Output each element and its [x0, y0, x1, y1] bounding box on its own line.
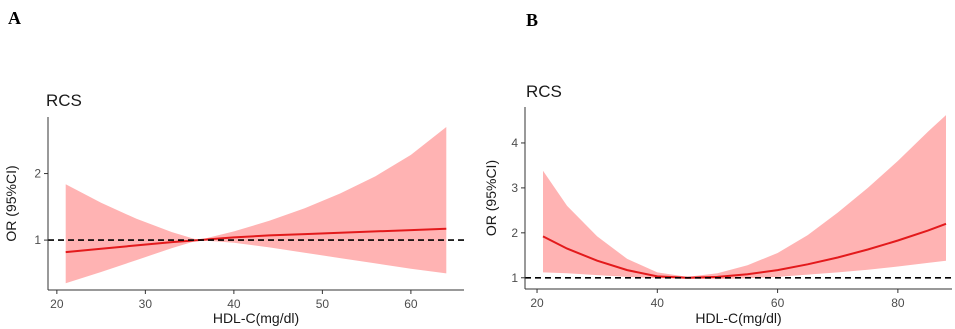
x-tick-label: 40 — [227, 297, 241, 311]
x-axis-title: HDL-C(mg/dl) — [695, 310, 781, 326]
y-axis-title: OR (95%CI) — [3, 165, 19, 241]
confidence-band — [543, 115, 946, 280]
x-tick-label: 20 — [50, 297, 64, 311]
y-tick-label: 1 — [511, 271, 518, 285]
chart-title: RCS — [526, 82, 562, 101]
chart-title: RCS — [46, 91, 82, 110]
y-tick-label: 3 — [511, 181, 518, 195]
y-tick-label: 1 — [34, 233, 41, 247]
y-axis-title: OR (95%CI) — [483, 160, 499, 236]
confidence-band — [65, 127, 447, 284]
x-tick-label: 80 — [891, 296, 905, 310]
y-tick-label: 2 — [34, 167, 41, 181]
x-tick-label: 20 — [530, 296, 544, 310]
odds-ratio-line — [542, 222, 947, 279]
x-tick-label: 30 — [139, 297, 153, 311]
odds-ratio-line — [65, 227, 447, 254]
panel-a: A RCS 20 30 40 50 60 1 2 HDL-C(mg/dl) OR (95%CI) — [3, 8, 464, 326]
y-tick-label: 4 — [511, 136, 518, 150]
x-tick-label: 40 — [651, 296, 665, 310]
x-axis-title: HDL-C(mg/dl) — [213, 310, 299, 326]
y-tick-label: 2 — [511, 226, 518, 240]
x-tick-label: 60 — [771, 296, 785, 310]
panel-label: B — [526, 10, 538, 30]
panel-label: A — [8, 8, 21, 28]
x-tick-label: 60 — [404, 297, 418, 311]
panel-b: B RCS 20 40 60 80 1 2 3 4 HDL-C(mg/dl) OR (95%CI) — [483, 10, 952, 326]
x-tick-label: 50 — [316, 297, 330, 311]
